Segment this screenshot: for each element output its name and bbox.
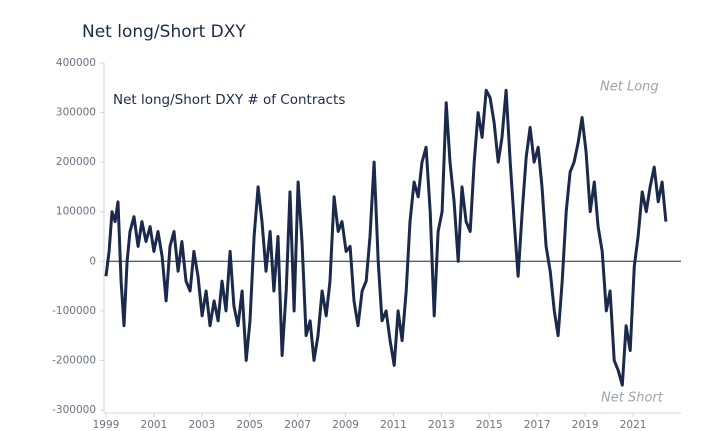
data-line: [104, 88, 668, 387]
y-tick-label: -300000: [52, 404, 96, 416]
x-tick-label: 2003: [188, 419, 215, 431]
x-tick-label: 2013: [428, 419, 455, 431]
y-tick-label: 200000: [56, 156, 96, 168]
chart-title: Net long/Short DXY: [82, 22, 246, 42]
y-tick-label: -200000: [52, 354, 96, 366]
x-tick-label: 2017: [524, 419, 551, 431]
x-tick-label: 1999: [93, 419, 120, 431]
x-tick-label: 2015: [476, 419, 503, 431]
x-tick-label: 2021: [620, 419, 647, 431]
y-tick-label: 0: [89, 255, 96, 267]
x-tick-label: 2007: [284, 419, 311, 431]
x-tick-label: 2011: [380, 419, 407, 431]
chart-subtitle: Net long/Short DXY # of Contracts: [113, 92, 345, 108]
annotation: Net Long: [600, 80, 659, 95]
x-tick-label: 2005: [236, 419, 263, 431]
x-tick-label: 2009: [332, 419, 359, 431]
y-tick-label: 400000: [56, 57, 96, 69]
x-tick-label: 2001: [141, 419, 168, 431]
y-tick-label: 300000: [56, 107, 96, 119]
y-tick-label: 100000: [56, 206, 96, 218]
annotation: Net Short: [601, 391, 664, 406]
x-tick-label: 2019: [572, 419, 599, 431]
y-tick-label: -100000: [52, 305, 96, 317]
